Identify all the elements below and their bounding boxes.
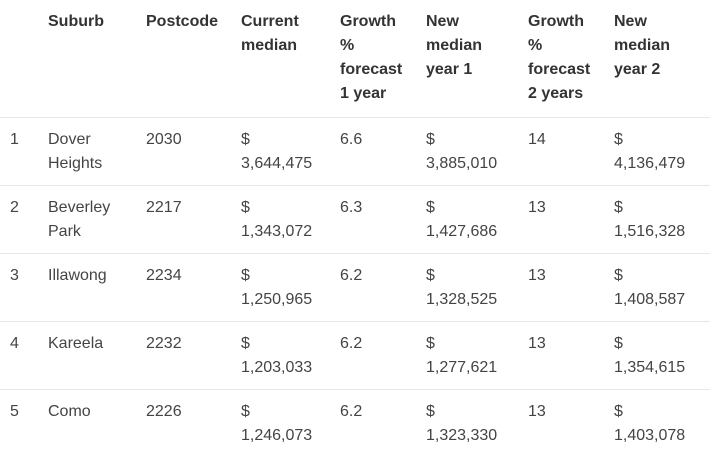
table-row: 1 Dover Heights 2030 $3,644,475 6.6 $3,8…	[0, 118, 710, 186]
cell-current-median: $1,246,073	[233, 390, 332, 457]
cell-growth-2-years: 13	[520, 390, 606, 457]
cell-postcode: 2226	[138, 390, 233, 457]
cell-new-median-year-1: $1,323,330	[418, 390, 520, 457]
header-new-median-year-2: New median year 2	[606, 0, 710, 118]
amount: 1,328,525	[426, 288, 514, 312]
amount: 3,885,010	[426, 152, 514, 176]
cell-growth-2-years: 13	[520, 186, 606, 254]
cell-new-median-year-1: $1,328,525	[418, 254, 520, 322]
currency-symbol: $	[426, 264, 514, 288]
cell-growth-1-year: 6.2	[332, 254, 418, 322]
cell-growth-1-year: 6.6	[332, 118, 418, 186]
table-row: 4 Kareela 2232 $1,203,033 6.2 $1,277,621…	[0, 322, 710, 390]
cell-rank: 5	[0, 390, 40, 457]
cell-new-median-year-1: $1,277,621	[418, 322, 520, 390]
amount: 1,246,073	[241, 424, 326, 448]
currency-symbol: $	[241, 264, 326, 288]
cell-suburb: Como	[40, 390, 138, 457]
header-current-median: Current median	[233, 0, 332, 118]
currency-symbol: $	[614, 332, 704, 356]
currency-symbol: $	[241, 400, 326, 424]
cell-growth-2-years: 14	[520, 118, 606, 186]
cell-growth-1-year: 6.2	[332, 390, 418, 457]
amount: 1,277,621	[426, 356, 514, 380]
cell-postcode: 2232	[138, 322, 233, 390]
header-suburb: Suburb	[40, 0, 138, 118]
cell-current-median: $1,203,033	[233, 322, 332, 390]
cell-new-median-year-2: $1,516,328	[606, 186, 710, 254]
table-header-row: Suburb Postcode Current median Growth % …	[0, 0, 710, 118]
cell-rank: 4	[0, 322, 40, 390]
cell-suburb: Illawong	[40, 254, 138, 322]
cell-suburb: Beverley Park	[40, 186, 138, 254]
currency-symbol: $	[426, 332, 514, 356]
header-new-median-year-1: New median year 1	[418, 0, 520, 118]
cell-new-median-year-2: $1,354,615	[606, 322, 710, 390]
cell-growth-1-year: 6.3	[332, 186, 418, 254]
table-row: 3 Illawong 2234 $1,250,965 6.2 $1,328,52…	[0, 254, 710, 322]
amount: 1,408,587	[614, 288, 704, 312]
currency-symbol: $	[241, 128, 326, 152]
currency-symbol: $	[614, 196, 704, 220]
currency-symbol: $	[241, 332, 326, 356]
header-growth-1-year: Growth % forecast 1 year	[332, 0, 418, 118]
cell-postcode: 2030	[138, 118, 233, 186]
amount: 1,516,328	[614, 220, 704, 244]
header-postcode: Postcode	[138, 0, 233, 118]
cell-growth-1-year: 6.2	[332, 322, 418, 390]
cell-postcode: 2217	[138, 186, 233, 254]
cell-new-median-year-2: $1,403,078	[606, 390, 710, 457]
amount: 1,403,078	[614, 424, 704, 448]
amount: 1,250,965	[241, 288, 326, 312]
amount: 1,323,330	[426, 424, 514, 448]
cell-new-median-year-2: $1,408,587	[606, 254, 710, 322]
currency-symbol: $	[614, 128, 704, 152]
currency-symbol: $	[614, 400, 704, 424]
cell-suburb: Kareela	[40, 322, 138, 390]
currency-symbol: $	[614, 264, 704, 288]
cell-current-median: $3,644,475	[233, 118, 332, 186]
cell-new-median-year-1: $1,427,686	[418, 186, 520, 254]
amount: 1,343,072	[241, 220, 326, 244]
currency-symbol: $	[426, 196, 514, 220]
table-row: 2 Beverley Park 2217 $1,343,072 6.3 $1,4…	[0, 186, 710, 254]
cell-current-median: $1,250,965	[233, 254, 332, 322]
amount: 1,354,615	[614, 356, 704, 380]
cell-new-median-year-1: $3,885,010	[418, 118, 520, 186]
currency-symbol: $	[426, 128, 514, 152]
amount: 3,644,475	[241, 152, 326, 176]
cell-current-median: $1,343,072	[233, 186, 332, 254]
currency-symbol: $	[426, 400, 514, 424]
cell-growth-2-years: 13	[520, 254, 606, 322]
currency-symbol: $	[241, 196, 326, 220]
cell-growth-2-years: 13	[520, 322, 606, 390]
amount: 4,136,479	[614, 152, 704, 176]
cell-new-median-year-2: $4,136,479	[606, 118, 710, 186]
cell-rank: 1	[0, 118, 40, 186]
cell-rank: 2	[0, 186, 40, 254]
cell-suburb: Dover Heights	[40, 118, 138, 186]
table-row: 5 Como 2226 $1,246,073 6.2 $1,323,330 13…	[0, 390, 710, 457]
amount: 1,427,686	[426, 220, 514, 244]
cell-rank: 3	[0, 254, 40, 322]
header-growth-2-years: Growth % forecast 2 years	[520, 0, 606, 118]
header-rank	[0, 0, 40, 118]
cell-postcode: 2234	[138, 254, 233, 322]
amount: 1,203,033	[241, 356, 326, 380]
